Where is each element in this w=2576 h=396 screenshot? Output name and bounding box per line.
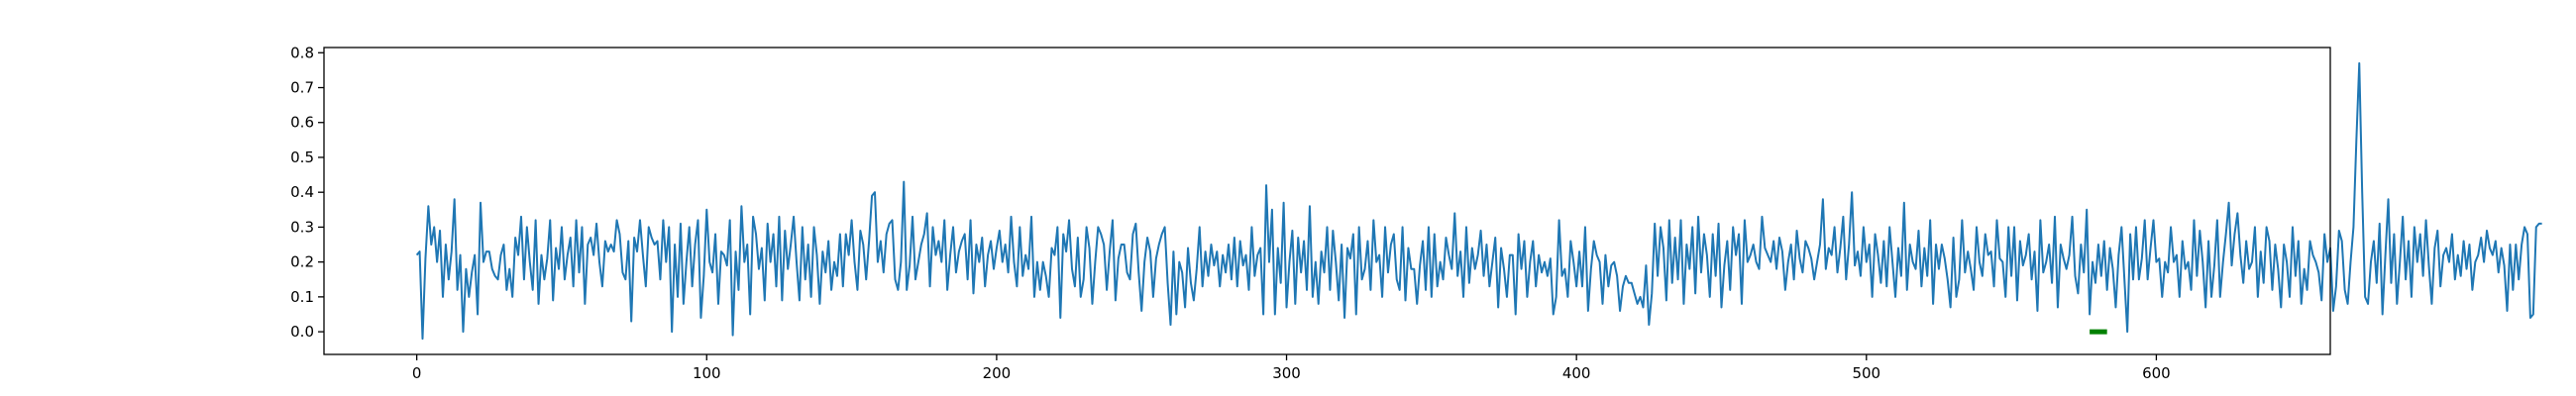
axes-frame (323, 47, 2331, 355)
y-tick-label: 0.8 (290, 44, 314, 61)
x-tick-label: 200 (983, 364, 1012, 382)
x-tick-label: 0 (412, 364, 422, 382)
x-tick-label: 500 (1852, 364, 1880, 382)
x-tick-label: 100 (693, 364, 721, 382)
y-tick-label: 0.5 (290, 148, 314, 166)
y-tick-label: 0.6 (290, 114, 314, 132)
plot-area (415, 61, 2542, 341)
y-tick-label: 0.3 (290, 218, 314, 236)
y-tick-label: 0.1 (290, 288, 314, 306)
y-tick-label: 0.0 (290, 323, 314, 341)
y-tick-label: 0.7 (290, 79, 314, 97)
y-axis-ticks: 0.0 0.1 0.2 0.3 0.4 0.5 0.6 0.7 0.8 (290, 44, 324, 341)
x-axis-ticks: 0 100 200 300 400 500 600 (412, 354, 2171, 382)
y-tick-label: 0.2 (290, 253, 314, 271)
x-tick-label: 300 (1272, 364, 1301, 382)
x-tick-label: 400 (1562, 364, 1591, 382)
x-tick-label: 600 (2142, 364, 2171, 382)
series-line-0 (415, 61, 2542, 341)
y-tick-label: 0.4 (290, 183, 314, 201)
